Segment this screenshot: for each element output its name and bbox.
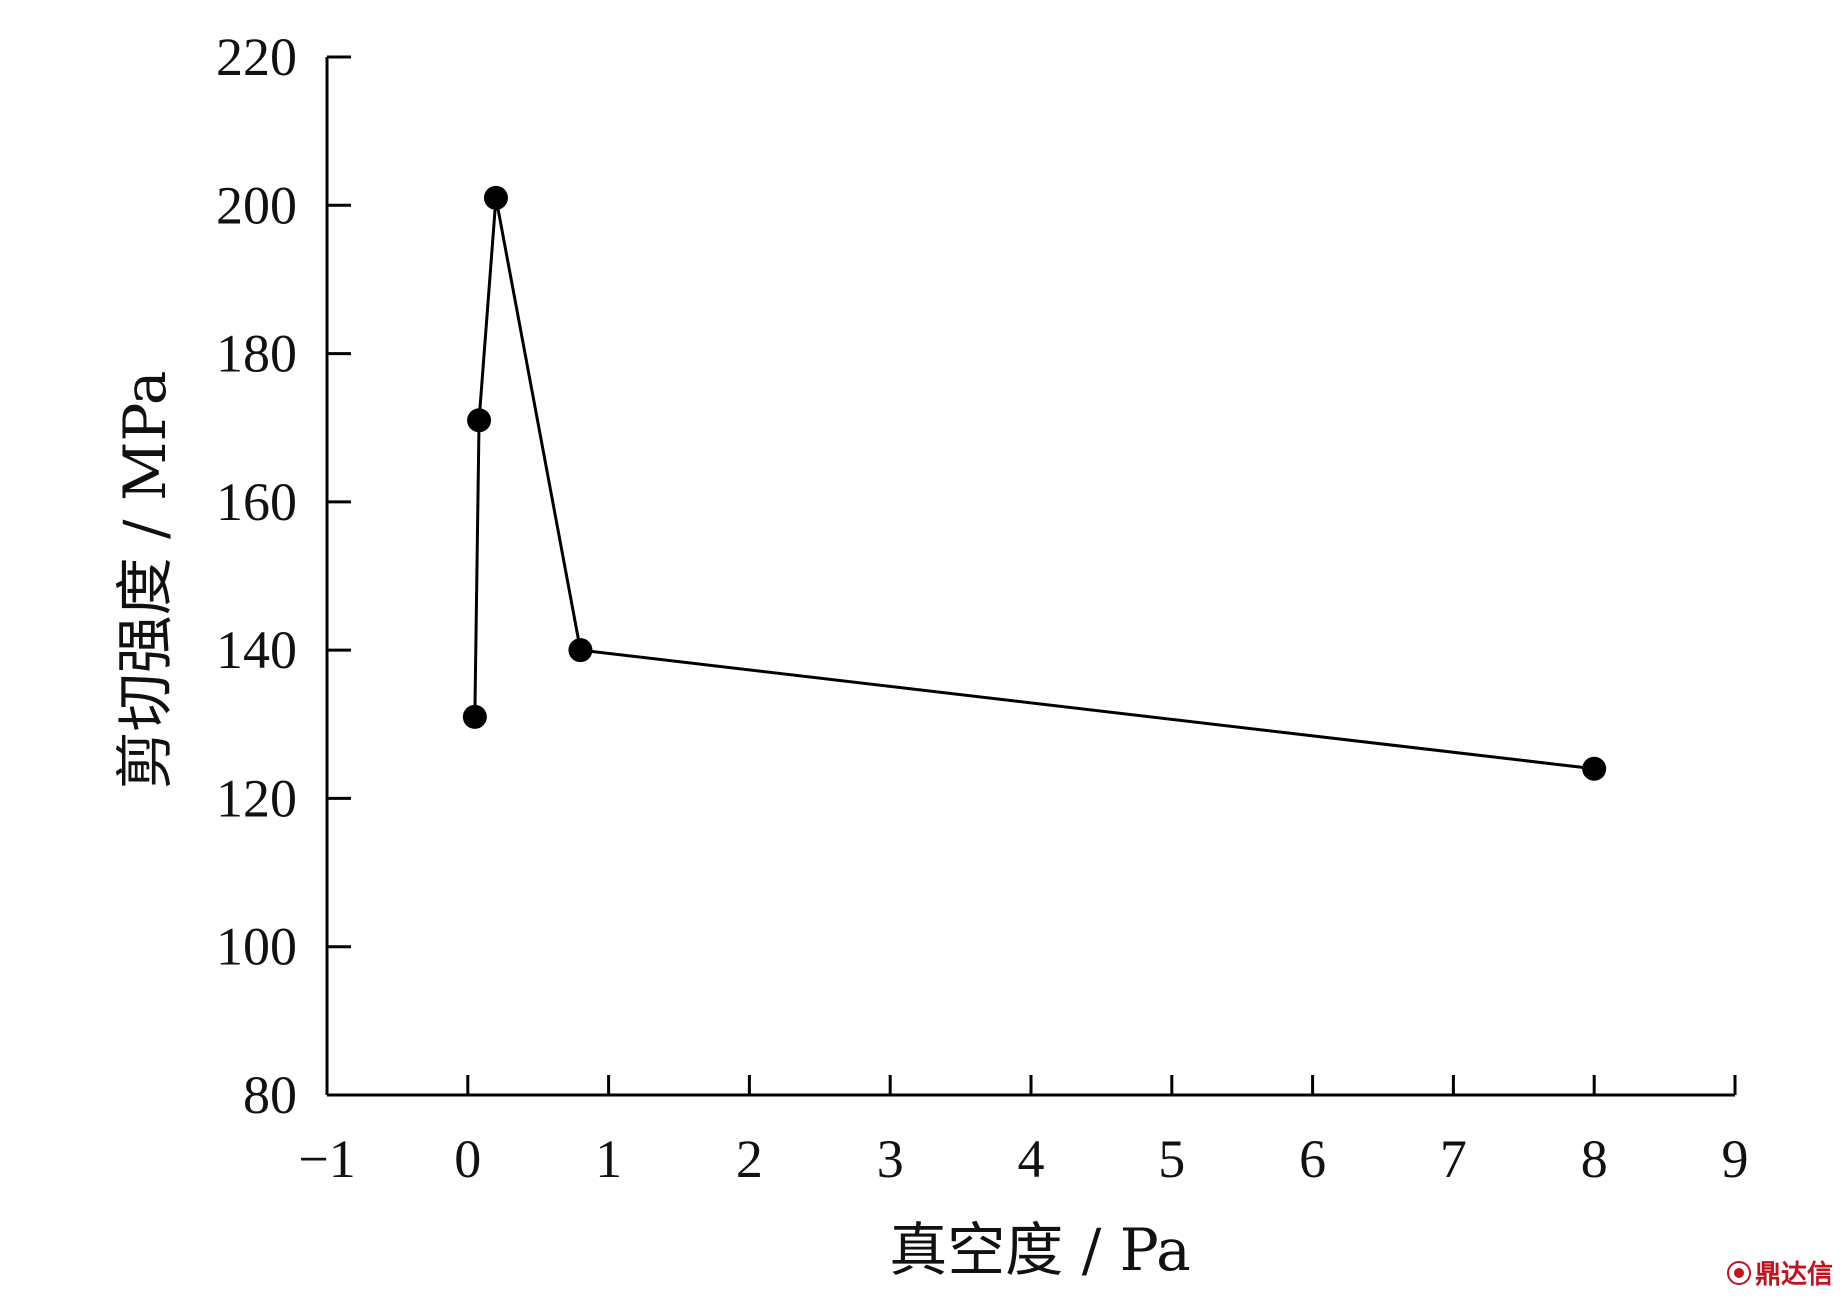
y-tick-label: 80 bbox=[243, 1065, 297, 1125]
data-point bbox=[467, 408, 492, 433]
x-tick-label: 4 bbox=[1018, 1129, 1045, 1189]
data-point bbox=[483, 185, 508, 210]
x-axis-title: 真空度 / Pa bbox=[889, 1216, 1190, 1284]
y-tick-label: 200 bbox=[216, 175, 297, 235]
y-tick-label: 180 bbox=[216, 324, 297, 384]
data-point bbox=[1582, 756, 1607, 781]
watermark: 鼎达信 bbox=[1726, 1254, 1833, 1291]
y-tick-label: 220 bbox=[216, 27, 297, 87]
x-tick-label: 3 bbox=[877, 1129, 904, 1189]
x-tick-label: 2 bbox=[736, 1129, 763, 1189]
series-line bbox=[473, 197, 1595, 771]
x-tick-label: −1 bbox=[298, 1129, 355, 1189]
tick-marks bbox=[325, 55, 1737, 1097]
y-tick-label: 160 bbox=[216, 472, 297, 532]
data-point bbox=[568, 638, 593, 663]
data-point bbox=[462, 704, 487, 729]
tick-labels: −1 0 1 2 3 4 5 6 7 8 9 80 100 120 140 160 180 200 220 bbox=[216, 27, 1749, 1189]
x-tick-label: 5 bbox=[1158, 1129, 1185, 1189]
axes bbox=[325, 57, 1735, 1097]
y-tick-label: 120 bbox=[216, 768, 297, 828]
x-tick-label: 8 bbox=[1581, 1129, 1608, 1189]
series-layer bbox=[462, 185, 1607, 781]
x-tick-label: 7 bbox=[1440, 1129, 1467, 1189]
x-tick-label: 9 bbox=[1722, 1129, 1749, 1189]
y-tick-label: 100 bbox=[216, 917, 297, 977]
watermark-text: 鼎达信 bbox=[1754, 1260, 1833, 1290]
x-tick-label: 1 bbox=[595, 1129, 622, 1189]
y-axis-title: 剪切强度 / MPa bbox=[111, 371, 179, 790]
x-tick-label: 0 bbox=[454, 1129, 481, 1189]
x-tick-label: 6 bbox=[1299, 1129, 1326, 1189]
dingdaxin-logo-icon bbox=[1726, 1260, 1751, 1285]
y-tick-label: 140 bbox=[216, 620, 297, 680]
